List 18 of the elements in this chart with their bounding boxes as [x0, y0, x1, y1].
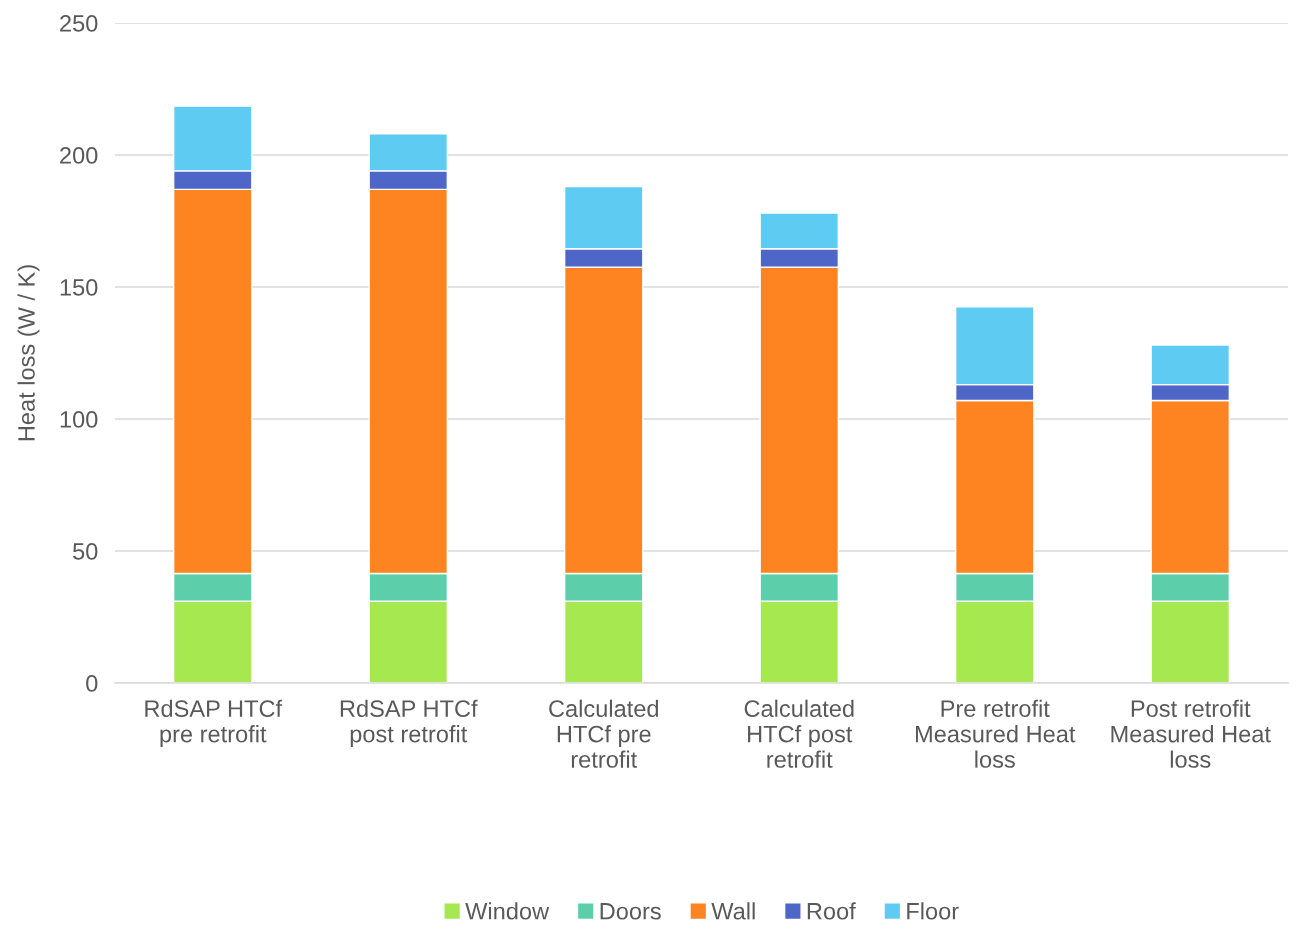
x-tick-label: Post retrofit Measured Heat loss [1111, 699, 1271, 768]
y-tick-label: 200 [60, 147, 98, 164]
y-tick-label: 150 [60, 279, 98, 296]
x-tick-label: RdSAP HTCf pre retrofit [145, 699, 283, 748]
legend-label: Doors [600, 903, 661, 920]
legend-label: Wall [711, 902, 755, 920]
legend-label: Window [465, 902, 550, 920]
y-tick-label: 0 [86, 675, 98, 692]
x-tick-label: Calculated HTCf post retrofit [744, 699, 854, 768]
legend-label: Floor [907, 902, 959, 920]
y-axis-title: Heat loss (W / K) [17, 265, 40, 441]
x-tick-label: RdSAP HTCf post retrofit [340, 699, 478, 748]
x-tick-label: Calculated HTCf pre retrofit [549, 699, 659, 768]
y-tick-label: 100 [60, 411, 98, 428]
y-tick-label: 250 [60, 15, 98, 32]
legend-label: Roof [807, 902, 856, 920]
y-tick-label: 50 [73, 543, 98, 560]
x-tick-label: Pre retrofit Measured Heat loss [915, 699, 1076, 768]
